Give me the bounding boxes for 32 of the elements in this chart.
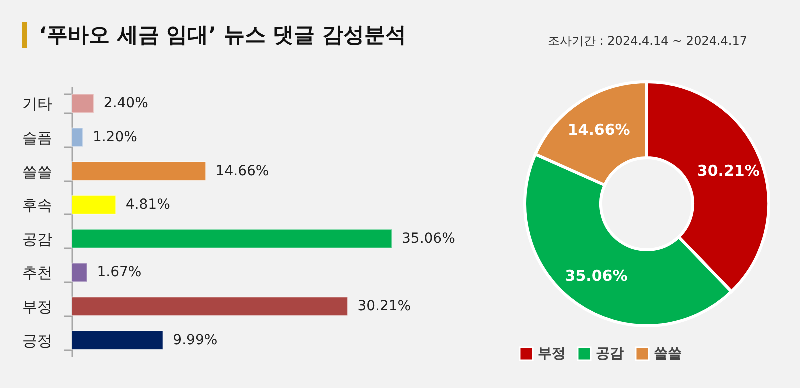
y-tick-label: 쓸쓸 bbox=[22, 162, 52, 181]
data-label: 35.06% bbox=[402, 230, 456, 247]
data-label: 2.40% bbox=[104, 96, 148, 112]
chart-title: ‘푸바오 세금 임대’ 뉴스 댓글 감성분석 bbox=[22, 22, 407, 48]
bar bbox=[72, 296, 348, 316]
bar bbox=[72, 229, 392, 249]
y-tick-label: 슬픔 bbox=[22, 129, 52, 148]
data-label: 9.99% bbox=[173, 332, 218, 348]
y-tick-label: 기타 bbox=[22, 95, 52, 114]
data-label: 14.66% bbox=[216, 163, 270, 180]
data-label: 4.81% bbox=[126, 197, 170, 214]
y-tick-label: 후속 bbox=[22, 196, 52, 215]
legend-label: 공감 bbox=[596, 346, 624, 362]
data-label: 1.20% bbox=[92, 130, 138, 146]
legend-label: 부정 bbox=[538, 346, 566, 362]
data-label: 14.66% bbox=[568, 121, 630, 140]
y-tick-label: 부정 bbox=[22, 298, 52, 316]
bar bbox=[72, 128, 84, 148]
data-label: 30.21% bbox=[358, 298, 412, 314]
y-tick-label: 추천 bbox=[22, 264, 52, 282]
data-label: 1.67% bbox=[97, 264, 142, 281]
bar bbox=[72, 195, 116, 215]
data-label: 30.21% bbox=[697, 162, 760, 180]
y-tick-label: 긍정 bbox=[22, 332, 52, 350]
data-label: 35.06% bbox=[565, 267, 628, 286]
bar bbox=[72, 330, 164, 350]
bar bbox=[72, 162, 206, 182]
y-tick-label: 공감 bbox=[22, 230, 52, 248]
bar bbox=[72, 262, 88, 282]
legend-label: 쓸쓸 bbox=[654, 346, 682, 362]
bar bbox=[72, 94, 94, 114]
text: 조사기간 : 2024.4.14 ~ 2024.4.17 bbox=[548, 33, 748, 50]
